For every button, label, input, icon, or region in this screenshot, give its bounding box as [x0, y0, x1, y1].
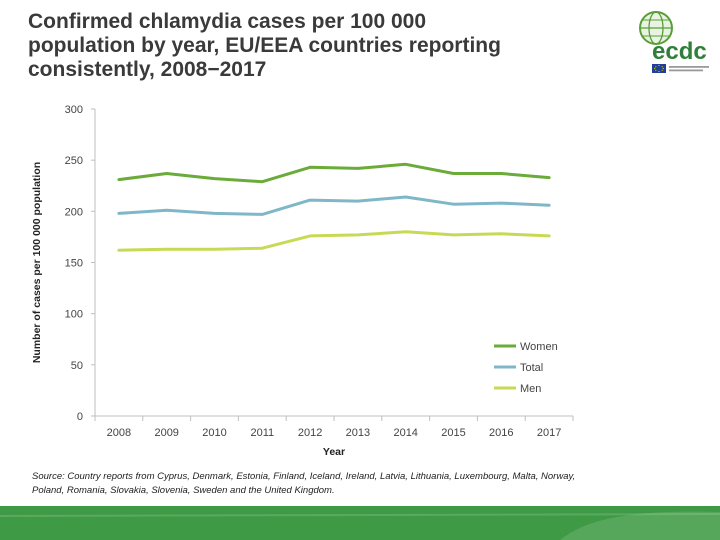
y-tick-label: 300	[65, 104, 83, 116]
y-axis-label: Number of cases per 100 000 population	[31, 162, 43, 363]
legend-label: Men	[520, 383, 541, 395]
title-line: population by year, EU/EEA countries rep…	[28, 34, 501, 57]
y-tick-label: 100	[65, 309, 83, 321]
logo-wordmark: ecdc	[652, 38, 707, 65]
legend-label: Total	[520, 362, 543, 374]
footer-band	[0, 506, 720, 540]
series-line-total	[117, 195, 551, 216]
y-tick-label: 0	[77, 411, 83, 423]
title-line: consistently, 2008−2017	[28, 58, 267, 81]
x-tick-label: 2008	[107, 427, 131, 439]
x-tick-label: 2016	[489, 427, 513, 439]
source-note: Source: Country reports from Cyprus, Den…	[32, 470, 682, 498]
x-tick-label: 2009	[154, 427, 178, 439]
x-tick-label: 2010	[202, 427, 226, 439]
legend-label: Women	[520, 341, 558, 353]
line-chart: Number of cases per 100 000 population Y…	[31, 104, 574, 458]
ecdc-logo: ecdc	[639, 11, 709, 73]
y-tick-label: 150	[65, 258, 83, 270]
y-tick-label: 200	[65, 206, 83, 218]
source-line: Source: Country reports from Cyprus, Den…	[32, 471, 576, 482]
slide-title: Confirmed chlamydia cases per 100 000 po…	[28, 10, 638, 82]
x-axis-label: Year	[323, 446, 345, 458]
x-tick-label: 2015	[441, 427, 465, 439]
x-tick-label: 2013	[346, 427, 370, 439]
series-line-women	[117, 162, 551, 184]
source-line: Poland, Romania, Slovakia, Slovenia, Swe…	[32, 485, 335, 496]
eu-flag-icon	[652, 64, 666, 73]
series-line-men	[117, 230, 551, 252]
x-tick-label: 2017	[537, 427, 561, 439]
title-line: Confirmed chlamydia cases per 100 000	[28, 10, 427, 33]
x-tick-label: 2011	[250, 427, 274, 439]
x-tick-label: 2014	[393, 427, 417, 439]
y-tick-label: 50	[71, 360, 83, 372]
globe-icon	[639, 11, 673, 45]
x-tick-label: 2012	[298, 427, 322, 439]
y-tick-label: 250	[65, 155, 83, 167]
